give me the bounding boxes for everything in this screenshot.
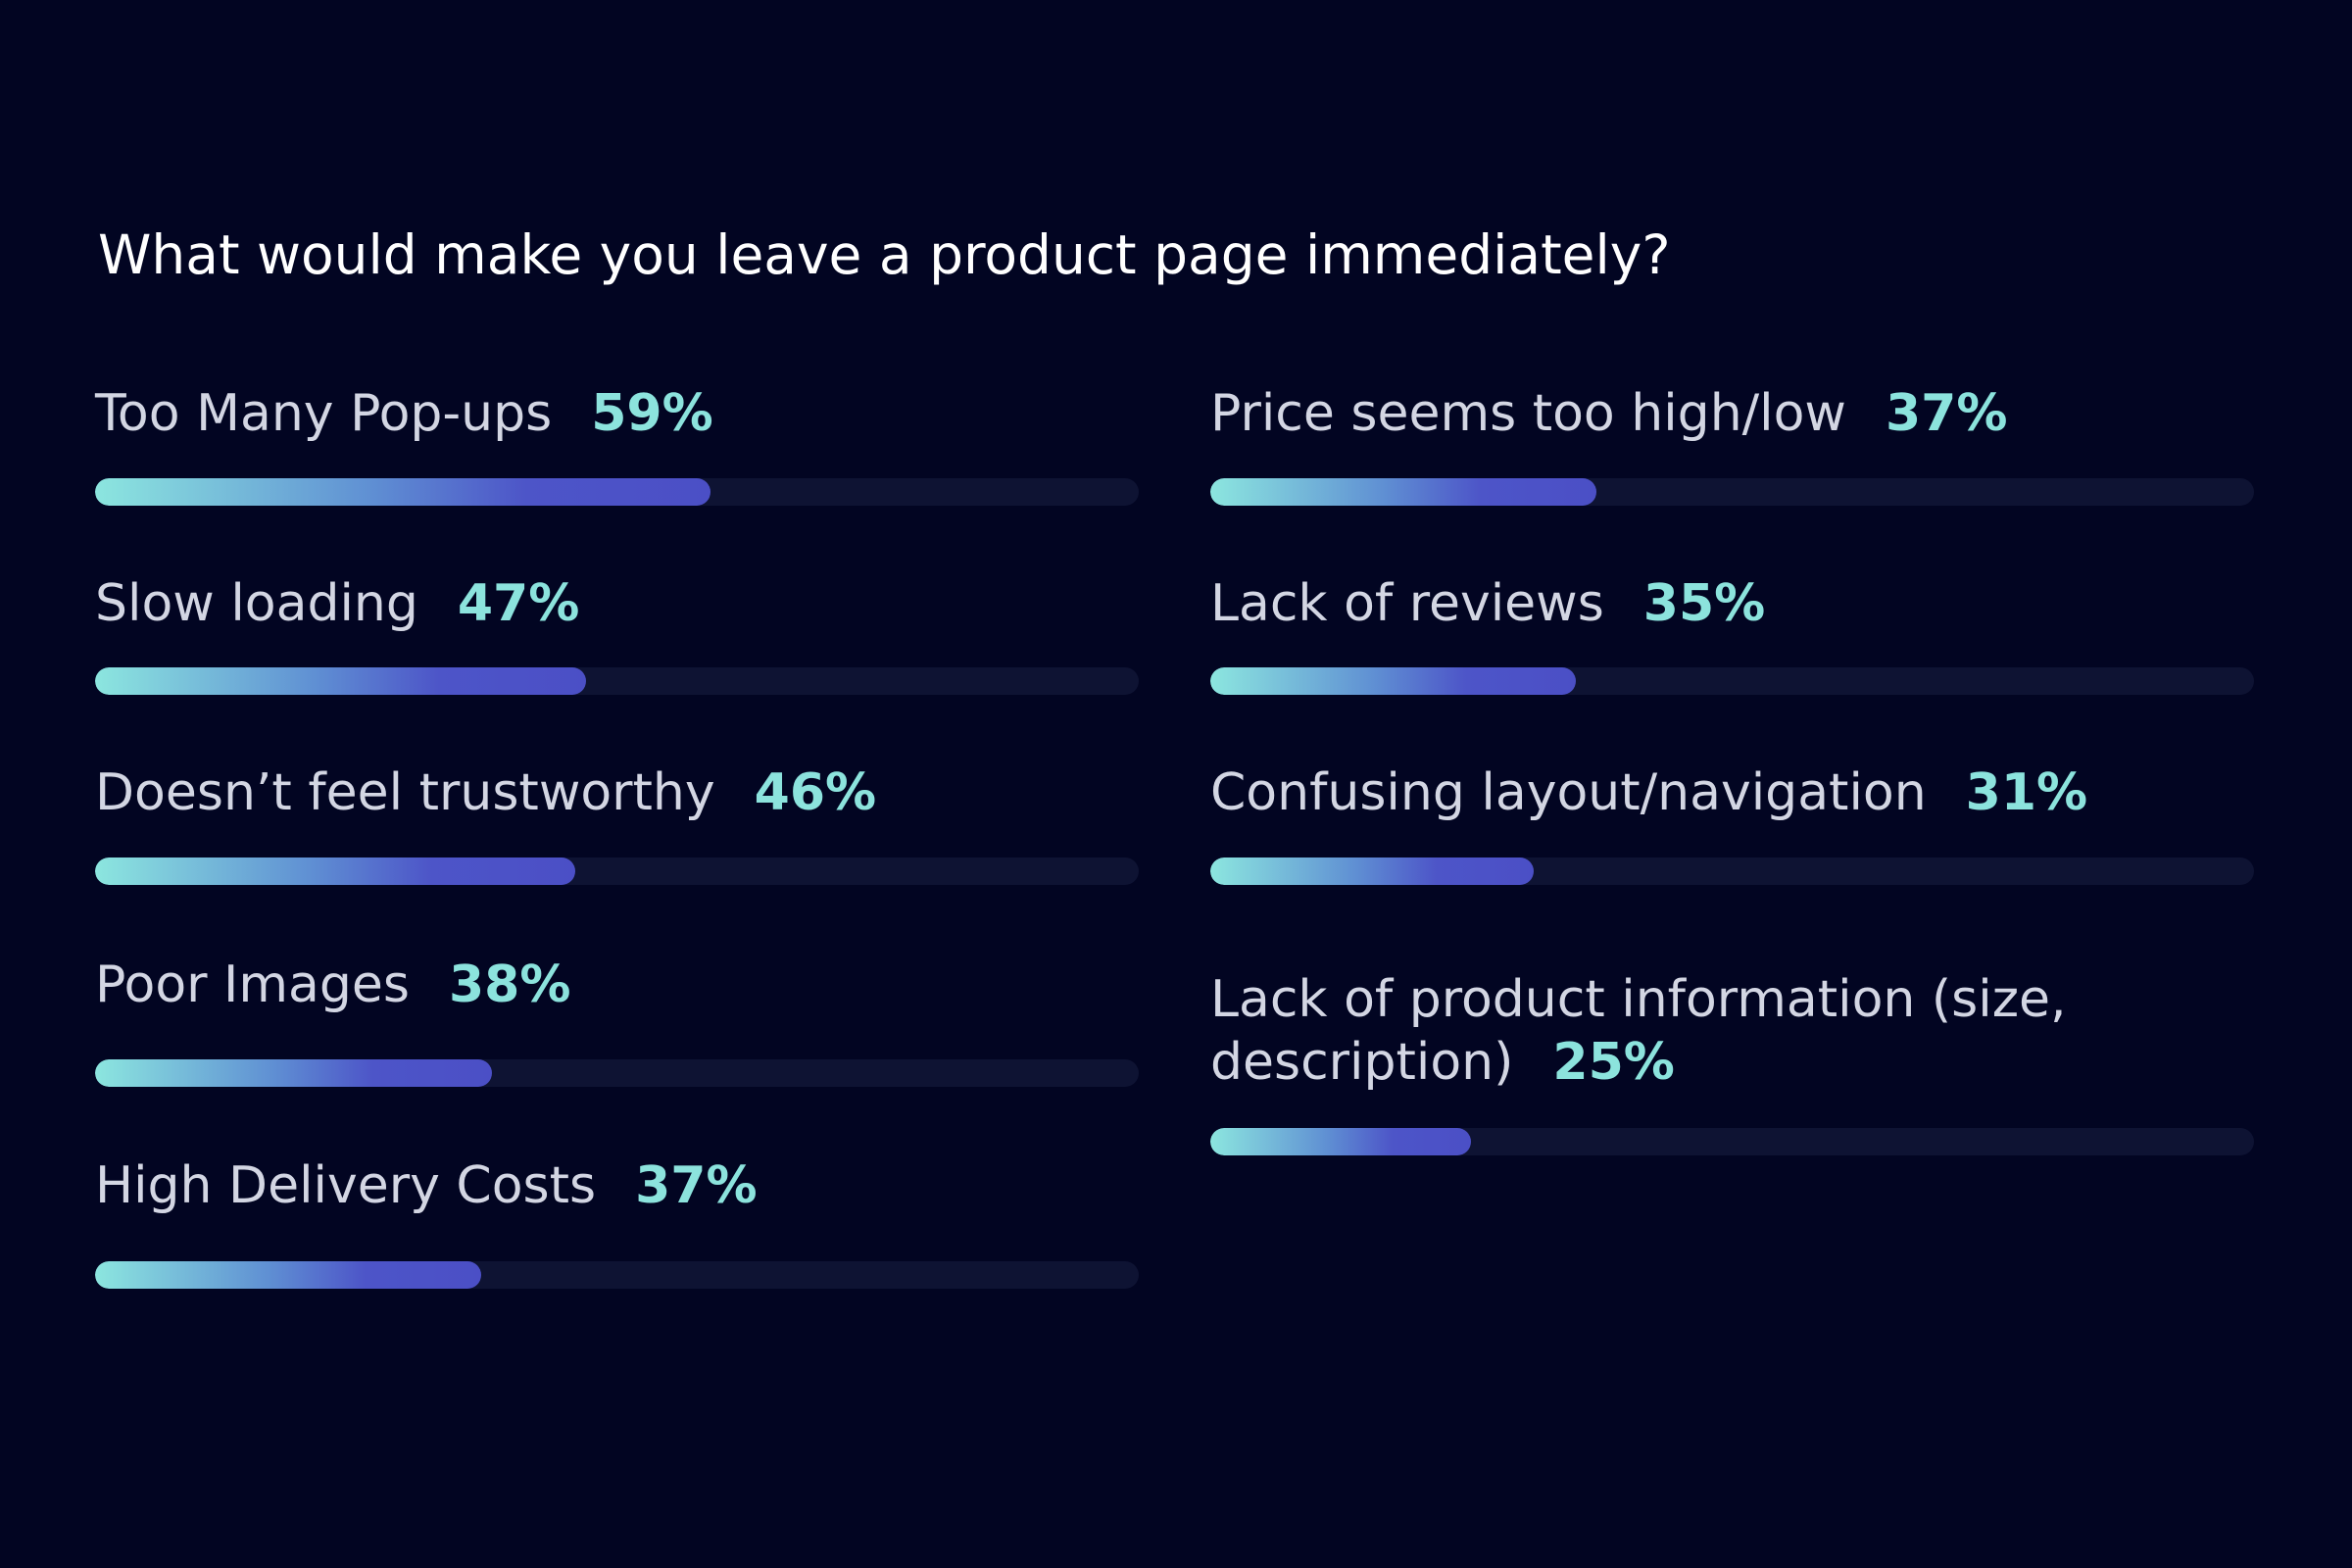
- category-label: Doesn’t feel trustworthy: [95, 763, 715, 822]
- bar-label: High Delivery Costs 37%: [95, 1154, 1139, 1217]
- category-label: Slow loading: [95, 574, 418, 633]
- bar-fill-slow-loading: [95, 667, 586, 695]
- bar-item-too-many-popups: Too Many Pop-ups 59%: [95, 382, 1139, 506]
- bar-fill-lack-of-reviews: [1210, 667, 1576, 695]
- bar-label: Too Many Pop-ups 59%: [95, 382, 1139, 445]
- value-label: 37%: [1885, 384, 2008, 443]
- bar-label: Doesn’t feel trustworthy 46%: [95, 761, 1139, 824]
- category-label: Too Many Pop-ups: [95, 384, 553, 443]
- bar-fill-confusing-layout-navigation: [1210, 858, 1535, 885]
- category-label: Poor Images: [95, 956, 410, 1014]
- bar-track: [95, 478, 1139, 506]
- category-label: High Delivery Costs: [95, 1156, 597, 1215]
- bar-item-high-delivery-costs: High Delivery Costs 37%: [95, 1154, 1139, 1289]
- bar-track: [95, 858, 1139, 885]
- bar-item-slow-loading: Slow loading 47%: [95, 572, 1139, 695]
- bar-track: [95, 1261, 1139, 1289]
- bar-item-confusing-layout-navigation: Confusing layout/navigation 31%: [1210, 761, 2254, 885]
- value-label: 38%: [449, 956, 571, 1014]
- bar-fill-price-seems-too-high-low: [1210, 478, 1597, 506]
- bar-track: [1210, 858, 2254, 885]
- bar-track: [95, 667, 1139, 695]
- category-label: Lack of product information (size, descr…: [1210, 970, 2067, 1092]
- bar-label: Lack of product information (size, descr…: [1210, 968, 2190, 1094]
- category-label: Lack of reviews: [1210, 574, 1604, 633]
- bar-fill-doesnt-feel-trustworthy: [95, 858, 575, 885]
- value-label: 46%: [754, 763, 877, 822]
- value-label: 31%: [1965, 763, 2088, 822]
- bar-item-doesnt-feel-trustworthy: Doesn’t feel trustworthy 46%: [95, 761, 1139, 885]
- value-label: 37%: [635, 1156, 758, 1215]
- bar-fill-lack-of-product-information: [1210, 1128, 1472, 1155]
- value-label: 47%: [457, 574, 580, 633]
- value-label: 25%: [1552, 1033, 1675, 1092]
- bar-label: Poor Images 38%: [95, 954, 1139, 1016]
- bar-label: Price seems too high/low 37%: [1210, 382, 2254, 445]
- bar-item-price-seems-too-high-low: Price seems too high/low 37%: [1210, 382, 2254, 506]
- category-label: Confusing layout/navigation: [1210, 763, 1927, 822]
- category-label: Price seems too high/low: [1210, 384, 1846, 443]
- bar-fill-poor-images: [95, 1059, 492, 1087]
- bar-label: Lack of reviews 35%: [1210, 572, 2254, 635]
- bar-item-lack-of-reviews: Lack of reviews 35%: [1210, 572, 2254, 695]
- bar-item-poor-images: Poor Images 38%: [95, 954, 1139, 1087]
- value-label: 59%: [591, 384, 713, 443]
- bar-fill-too-many-popups: [95, 478, 711, 506]
- bar-track: [1210, 667, 2254, 695]
- bar-fill-high-delivery-costs: [95, 1261, 482, 1289]
- value-label: 35%: [1642, 574, 1766, 633]
- bar-label: Confusing layout/navigation 31%: [1210, 761, 2254, 824]
- bar-label: Slow loading 47%: [95, 572, 1139, 635]
- chart-title: What would make you leave a product page…: [98, 223, 1671, 286]
- bar-track: [95, 1059, 1139, 1087]
- bar-track: [1210, 1128, 2254, 1155]
- bar-track: [1210, 478, 2254, 506]
- bar-item-lack-of-product-information: Lack of product information (size, descr…: [1210, 968, 2254, 1155]
